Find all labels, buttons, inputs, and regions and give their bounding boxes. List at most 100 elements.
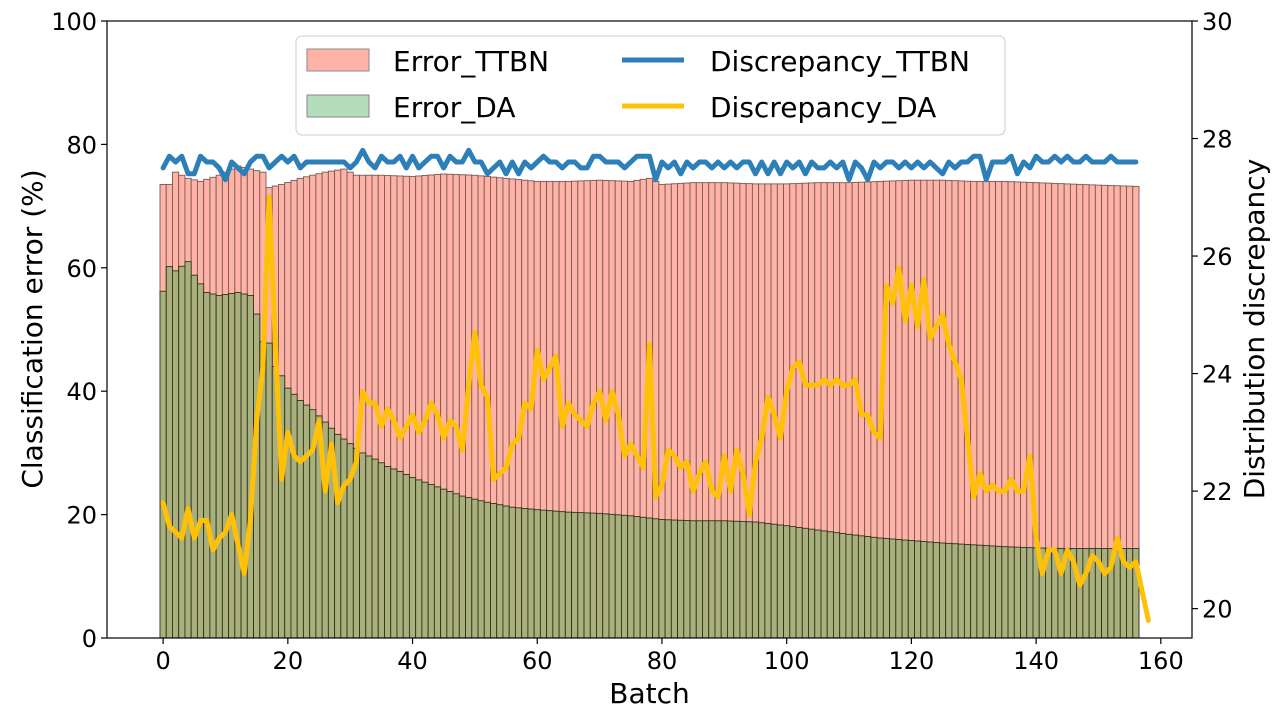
bar-error-da <box>296 400 304 639</box>
x-tick-label: 80 <box>647 647 678 675</box>
x-tick-label: 120 <box>888 647 934 675</box>
x-tick-label: 20 <box>273 647 304 675</box>
bar-error-da <box>483 501 491 639</box>
x-tick-label: 40 <box>397 647 428 675</box>
bar-error-da <box>359 452 367 639</box>
bar-error-da <box>770 523 778 639</box>
bar-error-da <box>889 538 897 639</box>
right-y-tick-label: 24 <box>1202 361 1233 389</box>
bar-error-da <box>614 514 622 639</box>
right-y-tick-label: 30 <box>1202 8 1233 36</box>
bar-error-da <box>240 293 248 639</box>
bar-error-da <box>882 538 891 639</box>
left-y-axis-ticks: 0 20 40 60 80 100 <box>51 8 107 653</box>
bar-error-da <box>833 532 841 639</box>
bar-error-da <box>814 529 822 639</box>
bar-error-da <box>695 520 703 639</box>
bar-error-da <box>196 283 205 639</box>
bar-error-da <box>502 505 510 639</box>
bar-error-da <box>895 539 903 639</box>
bar-error-da <box>340 438 348 639</box>
bar-error-da <box>702 520 710 639</box>
legend-label-discrepancy-ttbn: Discrepancy_TTBN <box>710 45 970 78</box>
right-y-tick-label: 28 <box>1202 126 1233 154</box>
bar-error-da <box>658 519 666 639</box>
bar-error-da <box>514 507 523 639</box>
bar-error-da <box>371 458 379 639</box>
bar-error-da <box>539 509 548 639</box>
bar-error-da <box>583 512 591 639</box>
bar-error-da <box>851 534 859 639</box>
x-tick-label: 60 <box>522 647 553 675</box>
bar-error-da <box>870 536 878 639</box>
bar-error-da <box>415 479 423 639</box>
bar-error-da <box>546 510 554 639</box>
legend: Error_TTBN Error_DA Discrepancy_TTBN Dis… <box>295 35 1006 136</box>
x-tick-label: 160 <box>1138 647 1184 675</box>
bar-error-da <box>521 507 529 639</box>
bar-error-da <box>776 524 785 639</box>
bar-error-da <box>976 544 984 639</box>
bar-error-da <box>215 295 223 639</box>
bar-error-da <box>982 545 990 639</box>
bar-error-da <box>820 530 828 639</box>
bar-error-da <box>221 294 230 639</box>
bar-error-da <box>914 540 922 639</box>
bar-error-da <box>1126 548 1134 639</box>
bar-error-da <box>228 293 236 639</box>
left-y-tick-label: 100 <box>51 8 97 36</box>
bar-error-da <box>190 274 198 639</box>
bar-error-da <box>396 470 404 639</box>
right-y-axis-ticks: 20 22 24 26 28 30 <box>1192 8 1233 624</box>
bar-error-da <box>639 516 647 639</box>
right-y-tick-label: 26 <box>1202 243 1233 271</box>
bar-error-da <box>789 526 797 639</box>
bar-error-da <box>533 509 541 639</box>
bar-error-da <box>602 513 610 639</box>
plot-frame <box>106 20 1193 639</box>
bar-error-da <box>1076 548 1084 639</box>
right-y-tick-label: 20 <box>1202 596 1233 624</box>
left-y-axis-label: Classification error (%) <box>16 169 49 488</box>
bar-error-da <box>733 520 741 639</box>
bar-error-da <box>558 511 566 639</box>
bar-error-da <box>963 544 972 639</box>
bar-error-da <box>957 543 965 639</box>
left-y-tick-label: 80 <box>66 131 97 159</box>
bar-error-da <box>714 520 722 639</box>
bar-error-da <box>995 545 1003 639</box>
bar-error-da <box>527 508 535 639</box>
bar-error-da <box>265 342 273 639</box>
bar-error-da <box>664 519 672 639</box>
bar-error-da <box>920 541 928 639</box>
bar-error-da <box>845 533 853 639</box>
bar-error-da <box>864 536 872 639</box>
bar-error-da <box>907 540 915 639</box>
bar-error-da <box>826 531 834 639</box>
bar-error-da <box>290 393 298 639</box>
bar-error-da <box>446 491 454 639</box>
bar-error-da <box>970 544 978 639</box>
bar-error-da <box>857 535 866 639</box>
legend-swatch-error-ttbn <box>306 48 370 72</box>
x-axis-ticks: 0 20 40 60 80 100 120 140 160 <box>155 638 1184 675</box>
bar-error-da <box>1007 546 1015 639</box>
bar-error-da <box>608 513 616 639</box>
bar-error-da <box>564 511 573 639</box>
bar-error-da <box>988 545 997 639</box>
bar-error-da <box>783 525 791 639</box>
bar-error-da <box>390 468 398 639</box>
bar-error-da <box>302 404 311 639</box>
bar-error-da <box>926 541 934 639</box>
bar-error-da <box>402 474 410 639</box>
bar-error-da <box>808 528 816 639</box>
bar-error-da <box>477 500 485 639</box>
bar-error-da <box>490 503 498 639</box>
left-y-tick-label: 40 <box>66 378 97 406</box>
bar-error-da <box>758 522 766 639</box>
bar-error-da <box>645 517 654 639</box>
bar-error-da <box>377 462 385 639</box>
bar-error-da <box>427 484 435 639</box>
bar-error-da <box>172 270 180 639</box>
bar-error-da <box>165 266 173 639</box>
